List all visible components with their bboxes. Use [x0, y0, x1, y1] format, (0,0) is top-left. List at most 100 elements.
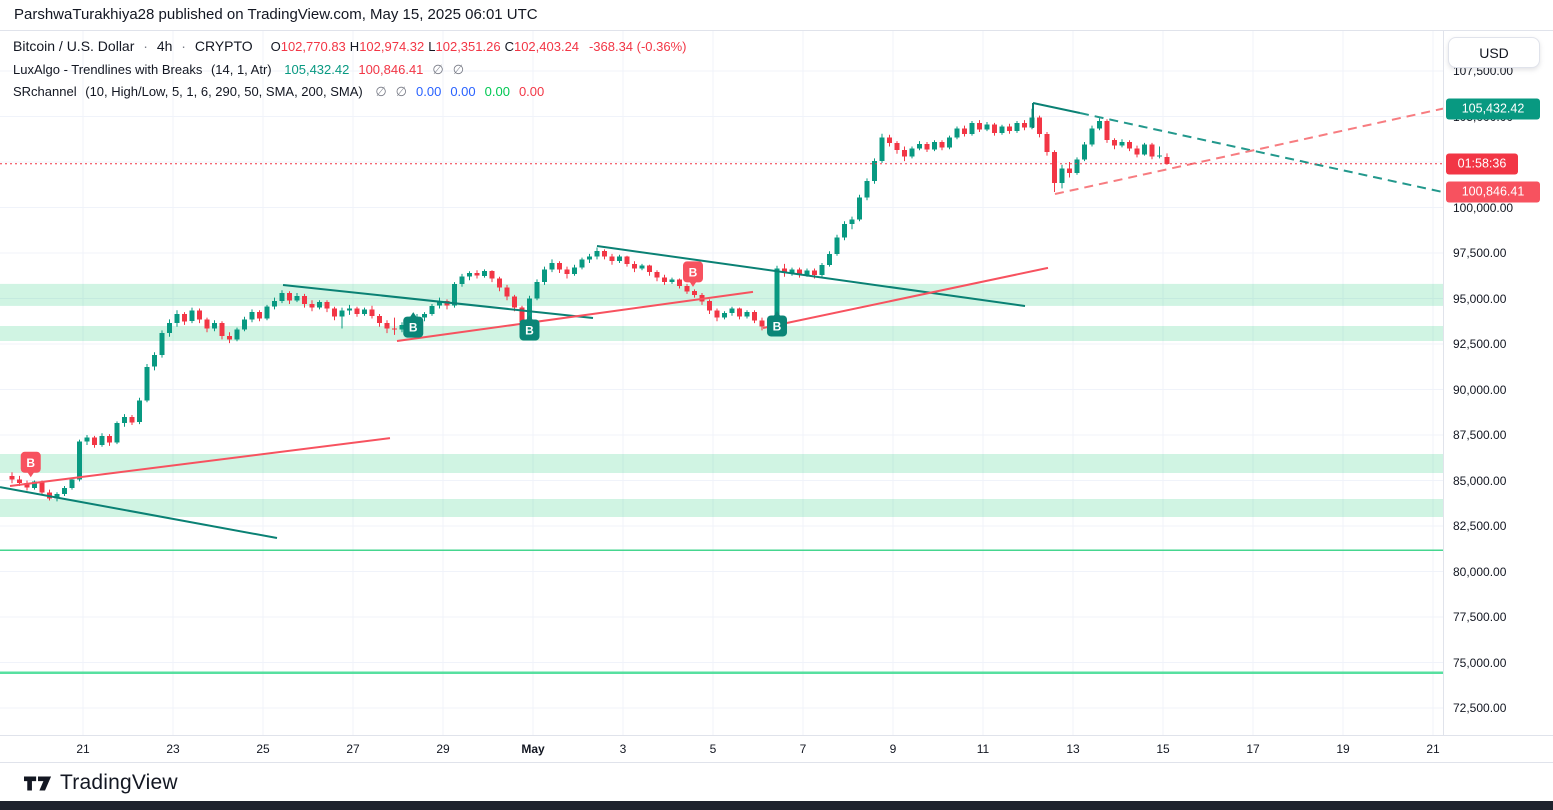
svg-text:B: B	[689, 265, 698, 279]
symbol-title[interactable]: Bitcoin / U.S. Dollar	[13, 38, 135, 54]
price-badge: 100,846.41	[1446, 181, 1540, 203]
price-chart[interactable]: B B B B B	[0, 0, 1443, 762]
price-axis[interactable]: 107,500.00105,000.00102,500.00100,000.00…	[1443, 31, 1553, 762]
time-axis[interactable]: 21 23 25 27 29 May 3 5 7 9 11 13 15 17 19 21	[0, 735, 1553, 763]
indicator-values: 105,432.42 100,846.41 ∅ ∅	[275, 62, 464, 77]
indicator-params: (14, 1, Atr)	[210, 62, 272, 77]
time-tick-label: 17	[1246, 742, 1260, 756]
tradingview-logo-text: TradingView	[60, 771, 178, 794]
time-tick-label: 9	[889, 742, 897, 756]
trendline-red	[396, 290, 754, 342]
indicator-value: 105,432.42	[284, 62, 350, 77]
price-badge: 01:58:36	[1446, 153, 1518, 175]
indicator-values: ∅ ∅ 0.00 0.00 0.00 0.00	[366, 84, 544, 99]
symbol-interval[interactable]: 4h	[156, 38, 173, 54]
indicator-params: (10, High/Low, 5, 1, 6, 290, 50, SMA, 20…	[85, 84, 363, 99]
price-tick-label: 72,500.00	[1453, 701, 1507, 715]
symbol-row[interactable]: Bitcoin / U.S. Dollar · 4h · CRYPTO O102…	[13, 38, 687, 55]
break-marker-bullish[interactable]: B	[767, 310, 787, 337]
time-tick-label: May	[521, 742, 545, 756]
price-tick-label: 87,500.00	[1453, 428, 1507, 442]
symbol-exchange: CRYPTO	[194, 38, 253, 54]
time-tick-label: 5	[709, 742, 717, 756]
ohlc-value: 102,351.26	[435, 39, 501, 54]
time-tick-label: 27	[346, 742, 360, 756]
indicator-value: ∅	[452, 62, 465, 77]
indicator-value: 0.00	[450, 84, 476, 99]
sr-zone	[0, 283, 1443, 306]
tradingview-logo[interactable]: TradingView	[24, 771, 178, 795]
break-marker-bullish[interactable]: B	[519, 314, 540, 341]
trendlines[interactable]	[0, 102, 1443, 539]
break-marker-bearish[interactable]: B	[20, 451, 41, 478]
indicator-value: 0.00	[518, 84, 545, 99]
price-tick-label: 92,500.00	[1453, 337, 1507, 351]
tradingview-logo-icon	[24, 776, 52, 790]
change-value: -368.34 (-0.36%)	[588, 39, 687, 54]
trendline-teal	[1032, 102, 1081, 114]
ohlc-values: O102,770.83 H102,974.32 L102,351.26 C102,40…	[267, 38, 579, 54]
ohlc-label: C	[504, 39, 514, 54]
indicator-value: ∅	[395, 84, 407, 99]
sr-zone	[0, 326, 1443, 341]
indicator-row-srchannel[interactable]: SRchannel (10, High/Low, 5, 1, 6, 290, 5…	[13, 84, 687, 99]
indicator-name[interactable]: SRchannel	[13, 84, 77, 99]
indicator-row-luxalgo[interactable]: LuxAlgo - Trendlines with Breaks (14, 1,…	[13, 62, 687, 77]
svg-text:B: B	[409, 321, 418, 335]
time-tick-label: 21	[76, 742, 90, 756]
separator-dot: ·	[143, 38, 148, 54]
price-tick-label: 97,500.00	[1453, 246, 1507, 260]
ohlc-value: 102,974.32	[359, 39, 425, 54]
bottom-strip	[0, 801, 1553, 810]
sr-zone	[0, 454, 1443, 473]
time-tick-label: 29	[436, 742, 450, 756]
trendline-teal	[282, 284, 594, 319]
indicator-value: 100,846.41	[358, 62, 424, 77]
indicator-value: ∅	[375, 84, 387, 99]
indicator-value: 0.00	[484, 84, 510, 99]
chart-top-border	[0, 30, 1553, 31]
price-tick-label: 90,000.00	[1453, 382, 1507, 397]
indicator-value: ∅	[432, 62, 444, 77]
sr-zone	[0, 499, 1443, 517]
indicator-value: 0.00	[416, 84, 442, 99]
publish-note-text: ParshwaTurakhiya28 published on TradingV…	[14, 6, 538, 23]
trendline-red-dashed	[1054, 107, 1443, 195]
break-marker-bearish[interactable]: B	[683, 261, 703, 287]
time-tick-label: 13	[1066, 742, 1080, 756]
trendline-teal	[596, 245, 1026, 307]
time-tick-label: 19	[1336, 742, 1350, 756]
candles	[9, 108, 1170, 502]
sr-zones	[0, 283, 1443, 674]
time-axis-bottom-border	[0, 762, 1553, 763]
price-tick-label: 77,500.00	[1453, 610, 1507, 624]
ohlc-value: 102,403.24	[513, 39, 580, 54]
time-tick-label: 21	[1426, 742, 1440, 756]
time-tick-label: 23	[166, 742, 180, 756]
trendline-red	[762, 266, 1049, 329]
price-tick-label: 80,000.00	[1453, 564, 1507, 579]
svg-text:B: B	[773, 319, 782, 333]
time-tick-label: 15	[1156, 742, 1170, 756]
separator-dot: ·	[181, 38, 186, 54]
break-markers[interactable]: B B B B B	[20, 261, 787, 478]
price-badge: 105,432.42	[1446, 98, 1540, 120]
ohlc-label: H	[349, 39, 360, 54]
gridlines	[0, 31, 1443, 735]
indicator-name[interactable]: LuxAlgo - Trendlines with Breaks	[13, 62, 203, 77]
trendline-red	[9, 437, 391, 487]
time-tick-label: 3	[619, 742, 627, 756]
ohlc-label: L	[428, 39, 436, 54]
price-tick-label: 85,000.00	[1453, 473, 1507, 488]
svg-text:B: B	[26, 456, 35, 470]
price-tick-label: 82,500.00	[1453, 519, 1507, 533]
time-tick-label: 25	[256, 742, 270, 756]
trendline-teal-dashed	[1079, 112, 1443, 194]
svg-text:B: B	[525, 323, 534, 337]
ohlc-label: O	[270, 39, 281, 54]
currency-toggle-button[interactable]: USD	[1448, 37, 1540, 68]
trendline-teal	[0, 486, 278, 539]
ohlc-value: 102,770.83	[280, 39, 346, 54]
time-tick-label: 11	[976, 742, 990, 756]
break-marker-bullish[interactable]: B	[403, 312, 424, 338]
